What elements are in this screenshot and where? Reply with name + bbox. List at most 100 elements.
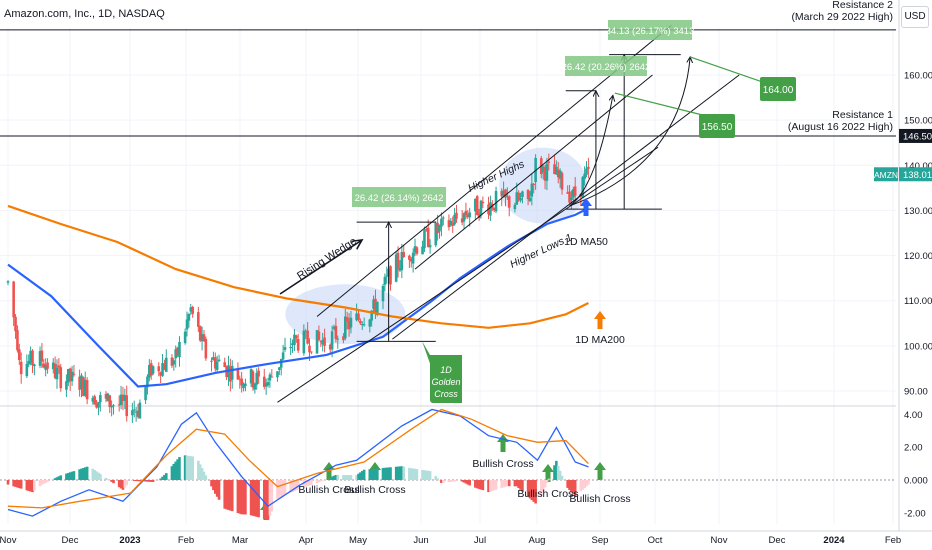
candle-body: [558, 170, 562, 179]
macd-histogram-bar: [270, 480, 274, 512]
macd-histogram-bar: [558, 470, 562, 480]
candle-body: [515, 192, 519, 205]
candle-body: [276, 371, 279, 378]
macd-histogram-bar: [409, 468, 413, 480]
candle-body: [136, 410, 140, 417]
currency-selector[interactable]: USD: [901, 6, 929, 28]
macd-histogram-bar: [178, 457, 181, 480]
candle-body: [583, 173, 586, 179]
candle-body: [174, 349, 178, 359]
candle-body: [436, 222, 439, 234]
macd-histogram-bar: [506, 480, 509, 487]
candle-body: [68, 368, 72, 382]
macd-histogram-bar: [138, 480, 142, 482]
macd-histogram-bar: [556, 465, 560, 480]
macd-histogram-bar: [396, 466, 400, 480]
time-tick-label: Sep: [592, 535, 609, 546]
macd-histogram-bar: [172, 463, 176, 480]
rising-wedge-arrow: [279, 240, 362, 295]
candle-body: [438, 225, 441, 232]
candle-body: [489, 202, 492, 216]
macd-histogram-bar: [357, 473, 360, 480]
macd-histogram-bar: [164, 473, 168, 480]
candle-body: [138, 402, 142, 419]
candle-body: [449, 220, 453, 226]
candle-body: [347, 321, 351, 330]
ma200-arrow-icon: [594, 311, 606, 329]
ma200-label: 1D MA200: [575, 334, 625, 346]
macd-histogram-bar: [213, 480, 217, 494]
macd-histogram-bar: [55, 477, 59, 480]
macd-histogram-bar: [319, 480, 323, 482]
higher-highs-trendline: [414, 74, 653, 270]
macd-histogram-bar: [387, 467, 390, 480]
macd-tick-label: 2.00: [904, 443, 923, 454]
macd-histogram-bar: [125, 480, 129, 486]
candle-body: [80, 375, 83, 389]
macd-histogram-bar: [328, 477, 332, 480]
candle-body: [112, 405, 115, 407]
macd-histogram-bar: [16, 480, 19, 488]
macd-histogram-bar: [185, 455, 189, 480]
candle-body: [149, 363, 153, 376]
candle-body: [44, 364, 47, 370]
macd-histogram-bar: [257, 480, 260, 518]
macd-histogram-bar: [255, 480, 259, 517]
macd-histogram-bar: [519, 480, 522, 490]
macd-histogram-bar: [521, 480, 524, 492]
macd-histogram-bar: [291, 480, 294, 492]
macd-histogram-bar: [359, 472, 362, 480]
candle-body: [328, 344, 332, 350]
macd-histogram-bar: [44, 480, 47, 483]
candle-body: [161, 363, 164, 376]
candle-body: [123, 394, 127, 401]
macd-histogram-bar: [532, 480, 536, 502]
bullish-cross-arrow-icon: [542, 464, 554, 482]
candle-body: [83, 379, 87, 396]
macd-histogram-bar: [217, 480, 221, 500]
macd-histogram-bar: [78, 469, 81, 480]
macd-histogram-bar: [223, 480, 227, 509]
candle-body: [72, 373, 76, 375]
candle-body: [474, 198, 477, 212]
candle-body: [279, 358, 283, 368]
candle-body: [253, 383, 257, 390]
candle-body: [428, 244, 432, 248]
candle-body: [223, 362, 227, 368]
candle-body: [172, 360, 176, 365]
candle-body: [163, 363, 166, 370]
macd-histogram-bar: [474, 480, 477, 488]
macd-histogram-bar: [136, 480, 140, 482]
price-tick-label: 90.00: [904, 387, 928, 398]
macd-histogram-bar: [453, 480, 456, 482]
candle-body: [104, 393, 108, 399]
candle-body: [411, 252, 415, 264]
macd-histogram-bar: [492, 480, 496, 491]
macd-histogram-bar: [131, 480, 134, 481]
candle-body: [251, 371, 255, 388]
macd-histogram-bar: [572, 480, 575, 495]
macd-histogram-bar: [555, 460, 558, 480]
time-tick-label: Apr: [299, 535, 314, 546]
macd-histogram-bar: [204, 475, 208, 480]
candle-body: [455, 212, 458, 219]
candle-body: [526, 189, 530, 200]
macd-histogram-bar: [543, 480, 547, 488]
macd-histogram-bar: [347, 475, 351, 480]
macd-histogram-bar: [402, 466, 406, 480]
candle-body: [170, 357, 174, 366]
macd-histogram-bar: [425, 470, 428, 480]
candle-body: [568, 191, 571, 203]
macd-histogram-bar: [464, 480, 468, 484]
macd-tick-label: -2.00: [904, 508, 926, 519]
candle-body: [409, 258, 413, 262]
candle-body: [460, 218, 464, 223]
resistance-2-label: Resistance 2: [832, 0, 893, 11]
time-tick-label: Aug: [529, 535, 546, 546]
macd-histogram-bar: [151, 480, 155, 482]
macd-histogram-bar: [6, 480, 10, 485]
candle-body: [42, 363, 46, 368]
macd-histogram-bar: [146, 480, 149, 482]
macd-histogram-bar: [240, 480, 243, 515]
